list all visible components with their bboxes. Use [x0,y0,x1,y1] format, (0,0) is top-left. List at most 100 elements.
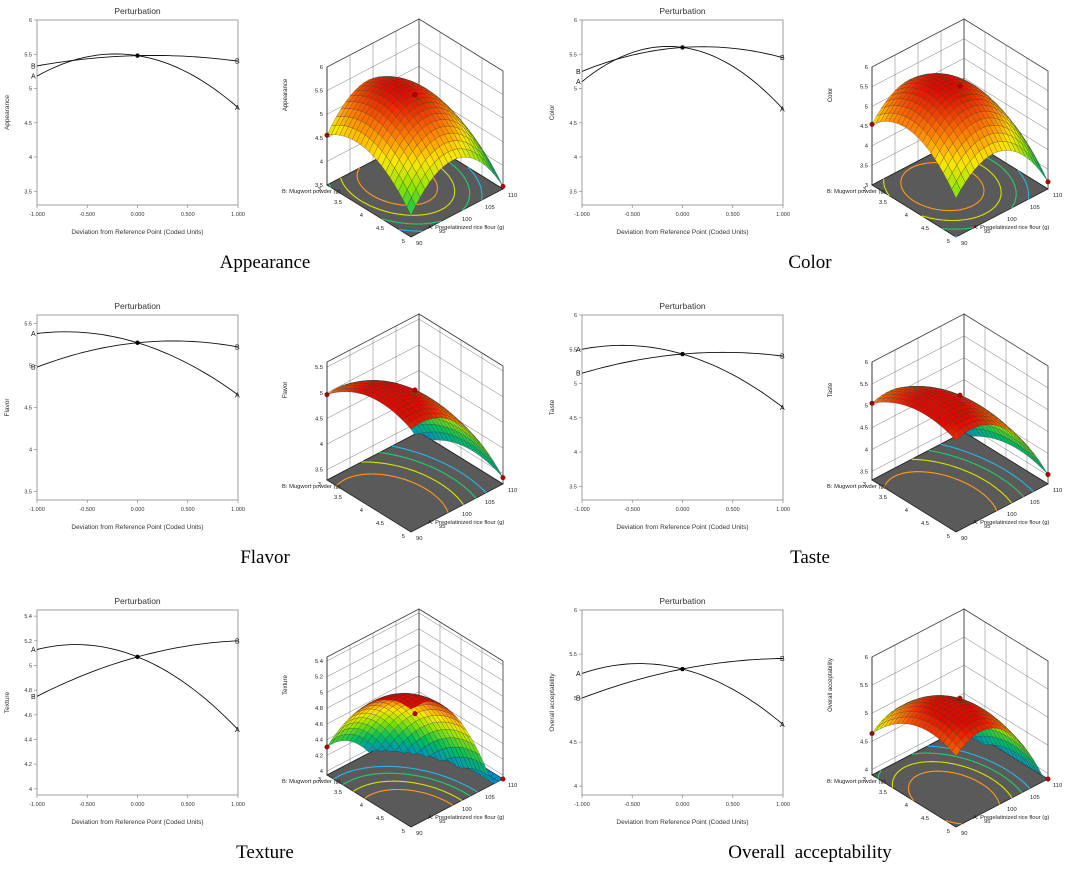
x-axis-label: Deviation from Reference Point (Coded Un… [71,819,203,826]
z-axis-label: Taste [828,382,834,397]
y-axis-label: Taste [549,399,556,415]
x-tick-label: -0.500 [79,802,95,808]
z-tick-label: 5.2 [315,675,323,681]
b-tick-label: 3 [318,187,321,193]
response-surface [871,386,1049,475]
a-tick-label: 95 [439,819,445,825]
reference-point [135,654,140,660]
design-point [500,776,506,782]
a-tick-label: 100 [1007,807,1017,813]
y-tick-label: 4.6 [24,713,32,719]
y-tick-label: 3.5 [24,490,32,496]
z-tick-label: 6 [320,65,323,71]
surface-chart-texture: 4 4.2 4.4 4.6 4.8 5 5.2 5.4 Texture 90 95 100 105 110… [282,608,517,837]
floor-contour-line [940,443,1034,493]
y-tick-label: 5.4 [24,614,32,620]
y-axis-label: Texture [4,691,11,713]
y-tick-label: 5.5 [569,347,577,353]
b-tick-label: 5 [402,239,405,245]
y-tick-label: 6 [574,313,577,319]
b-tick-label: 4 [905,508,909,514]
b-tick-label: 3 [863,187,866,193]
x-axis-label: Deviation from Reference Point (Coded Un… [71,524,203,531]
series-start-label-B: B [31,365,36,372]
y-axis-label: Overall acceptability [549,673,556,732]
z-tick-label: 5.5 [860,85,868,91]
x-tick-label: 0.500 [181,507,195,513]
chart-title: Perturbation [114,596,161,606]
chart-title: Perturbation [659,596,706,606]
floor-contour-line [333,765,478,793]
series-end-label-A: A [235,105,240,112]
floor-contour-line [353,780,463,801]
b-axis-label: B: Mugwort powder (g) [282,779,341,785]
b-axis-label: B: Mugwort powder (g) [827,189,886,195]
y-tick-label: 6 [574,18,577,24]
design-point [500,183,506,189]
b-tick-label: 5 [947,534,950,540]
floor-contour-line [877,752,1023,794]
design-point [412,711,418,717]
x-axis-label: Deviation from Reference Point (Coded Un… [616,819,748,826]
surface-facet [951,431,961,441]
series-end-label-A: A [235,392,240,399]
b-tick-label: 4 [360,213,364,219]
plot-frame [581,609,784,796]
b-tick-label: 4.5 [921,521,929,527]
z-axis-label: Appearance [283,78,289,111]
a-tick-label: 90 [961,536,967,542]
a-tick-label: 90 [416,536,422,542]
reference-point [680,666,685,672]
surface-facet [406,703,416,710]
x-tick-label: 1.000 [776,212,790,218]
x-axis-label: Deviation from Reference Point (Coded Un… [71,229,203,236]
z-axis-label: Texture [283,675,289,695]
perturbation-chart-color: Perturbation Deviation from Reference Poi… [549,6,790,236]
z-tick-label: 4.4 [315,738,324,744]
b-tick-label: 5 [402,534,405,540]
response-surface [326,693,504,784]
x-tick-label: 0.500 [181,212,195,218]
y-tick-label: 3.5 [569,189,577,195]
surface-chart-appearance: 3.5 4 4.5 5 5.5 6 Appearance 90 95 100 105 110 A: Pr… [282,18,517,247]
a-axis-label: A: Pregelatinized rice flour (g) [973,225,1049,231]
series-start-label-B: B [576,371,581,378]
x-tick-label: 1.000 [231,212,245,218]
x-axis-label: Deviation from Reference Point (Coded Un… [616,524,748,531]
caption-taste: Taste [790,547,830,568]
z-tick-label: 4 [320,442,324,448]
y-axis-label: Color [549,104,556,120]
response-surface [871,695,1049,780]
z-tick-label: 5 [865,711,868,717]
b-tick-label: 3.5 [334,200,342,206]
perturbation-chart-overall-acceptability: Perturbation Deviation from Reference Poi… [549,596,790,826]
y-tick-label: 4 [29,155,32,161]
z-tick-label: 5.5 [315,365,323,371]
x-tick-label: -0.500 [624,212,640,218]
series-start-label-A: A [31,647,36,654]
z-axis-label: Flavor [283,382,289,399]
a-tick-label: 95 [439,524,445,530]
b-tick-label: 5 [947,829,950,835]
x-tick-label: -0.500 [624,507,640,513]
x-tick-label: 0.000 [131,507,145,513]
x-tick-label: -0.500 [79,507,95,513]
z-tick-label: 5.5 [860,683,868,689]
x-tick-label: -1.000 [29,212,45,218]
design-point [1045,472,1051,478]
x-tick-label: 0.000 [676,212,690,218]
y-tick-label: 3.5 [24,189,32,195]
b-axis-label: B: Mugwort powder (g) [282,484,341,490]
x-tick-label: -0.500 [79,212,95,218]
x-tick-label: 0.500 [726,212,740,218]
y-tick-label: 4.5 [569,121,577,127]
y-tick-label: 4.5 [24,121,32,127]
a-tick-label: 110 [1053,783,1062,789]
series-end-label-B: B [780,656,785,663]
x-tick-label: -1.000 [574,507,590,513]
x-tick-label: -1.000 [574,802,590,808]
series-start-label-A: A [576,347,581,354]
floor-contour-line [908,770,1000,825]
caption-color: Color [788,252,832,273]
a-tick-label: 105 [1030,500,1040,506]
